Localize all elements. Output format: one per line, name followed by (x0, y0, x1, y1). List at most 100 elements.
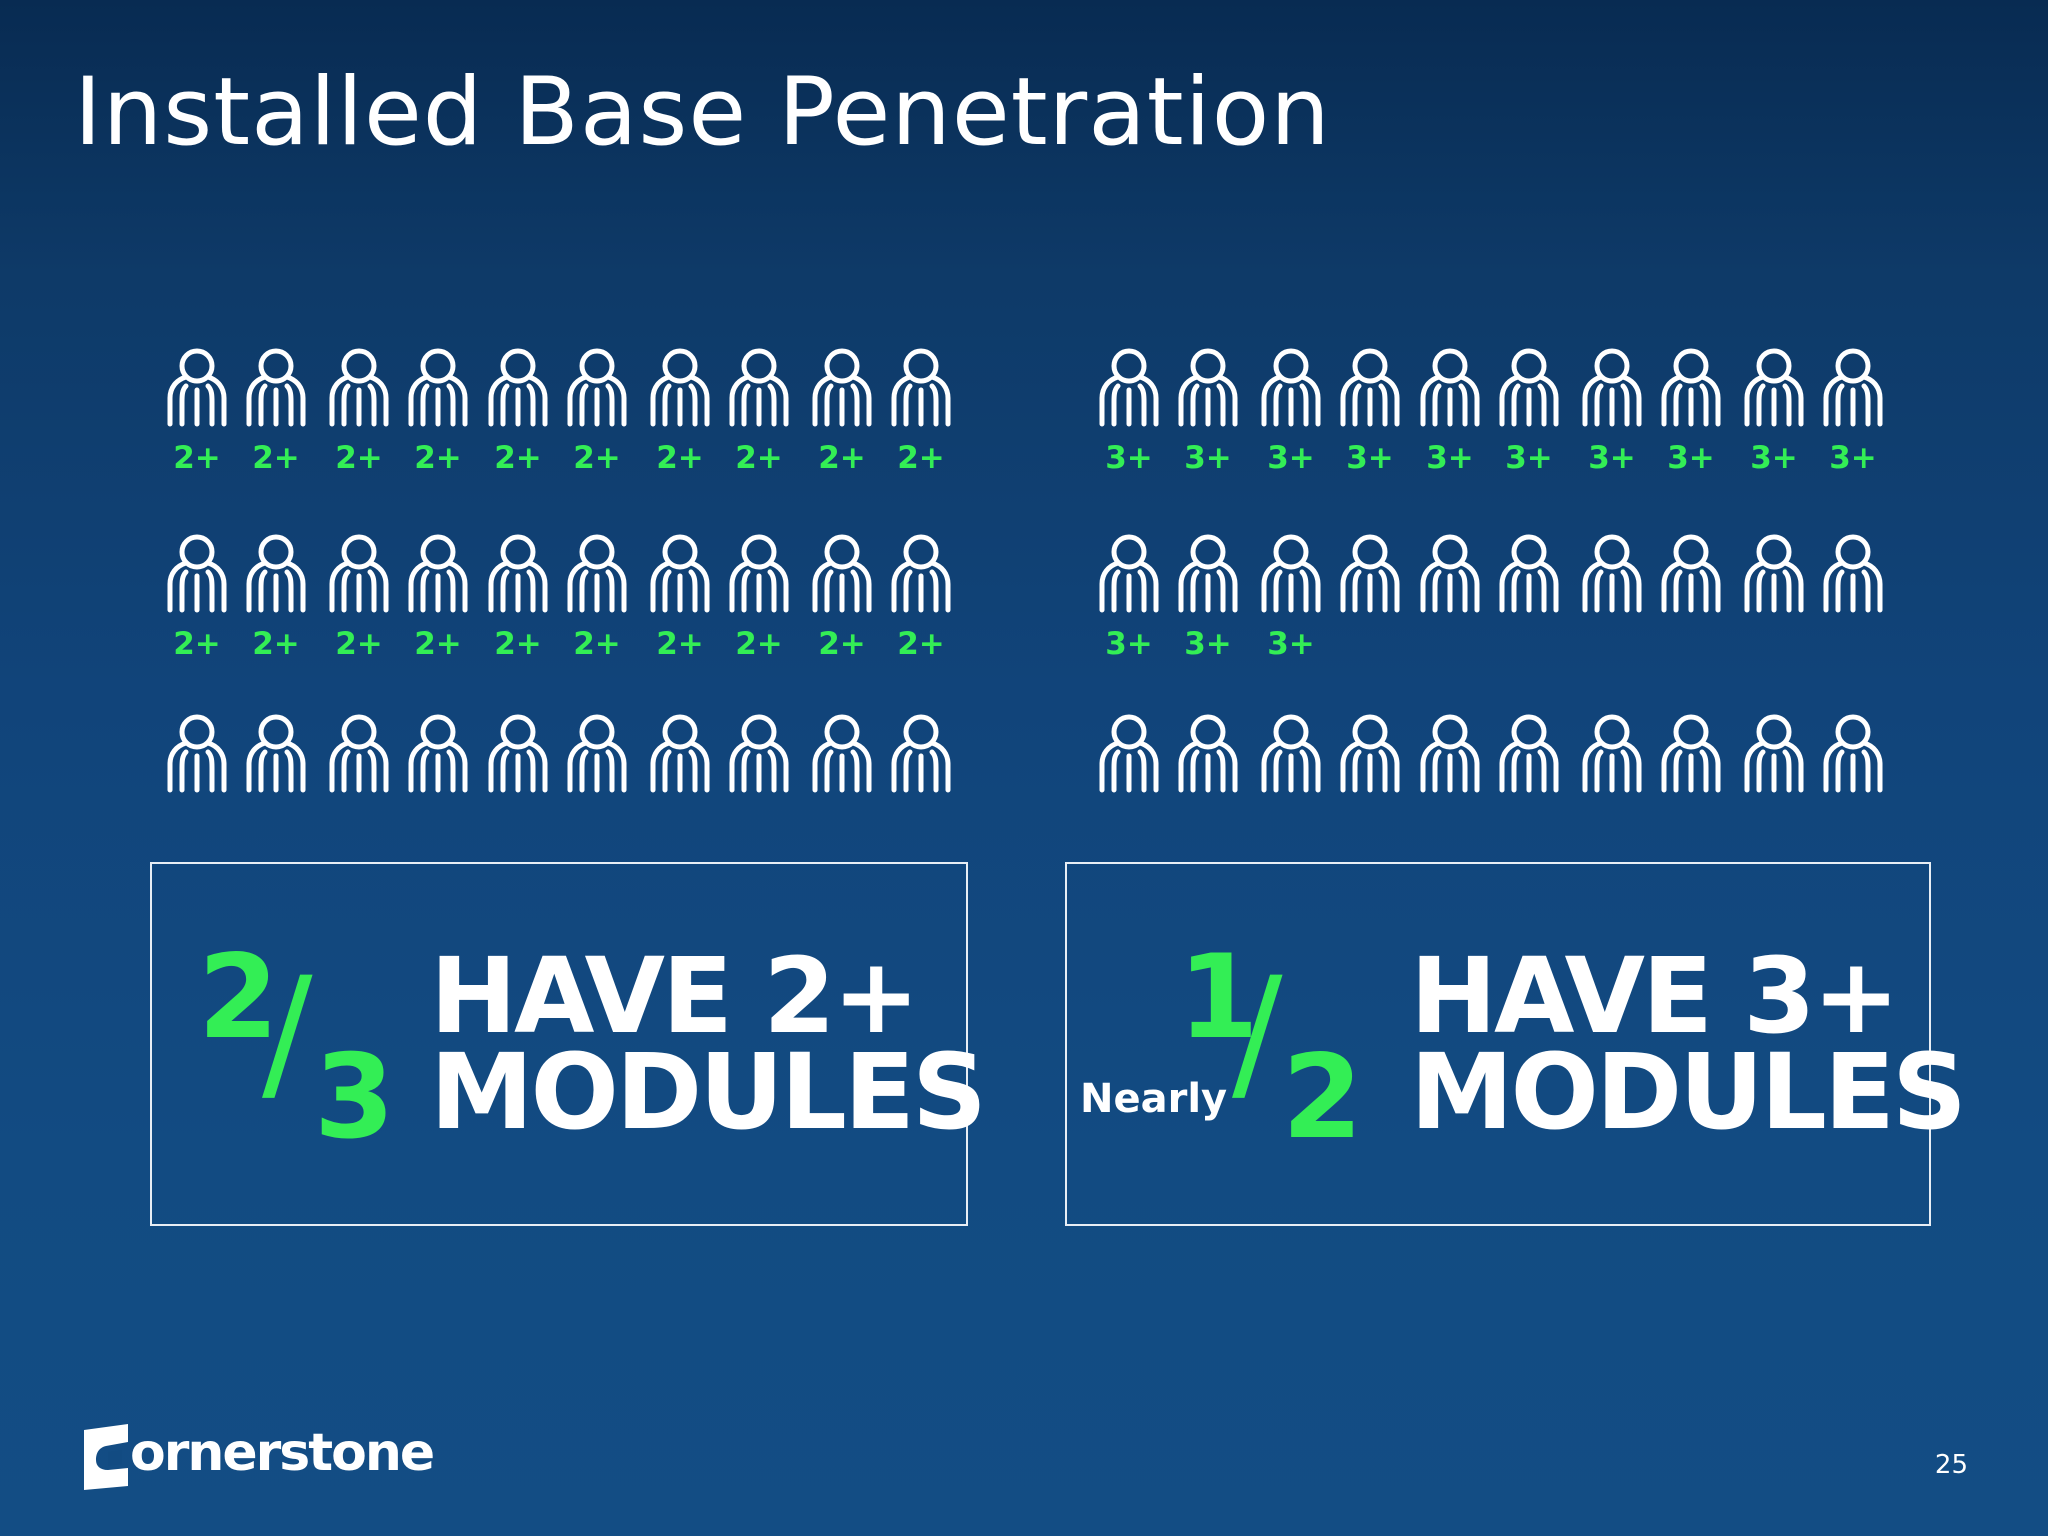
left-person-label: 2+ (897, 440, 945, 476)
person-icon (1258, 532, 1324, 614)
person-icon (1096, 532, 1162, 614)
person-icon (888, 532, 954, 614)
person-icon (564, 346, 630, 428)
right-person-label: 3+ (1750, 440, 1798, 476)
left-person-label: 2+ (656, 440, 704, 476)
person-icon (1741, 346, 1807, 428)
person-icon (1658, 712, 1724, 794)
right-person-label: 3+ (1267, 626, 1315, 662)
right-person-label: 3+ (1184, 440, 1232, 476)
person-icon (1579, 346, 1645, 428)
left-fraction-slash: / (262, 946, 313, 1120)
person-icon (1258, 346, 1324, 428)
person-icon (647, 346, 713, 428)
left-person-label: 2+ (252, 440, 300, 476)
person-icon (1175, 532, 1241, 614)
person-icon (1658, 532, 1724, 614)
person-icon (726, 712, 792, 794)
person-icon (485, 712, 551, 794)
person-icon (888, 346, 954, 428)
person-icon (1741, 532, 1807, 614)
person-icon (243, 346, 309, 428)
person-icon (1496, 712, 1562, 794)
person-icon (564, 712, 630, 794)
left-person-label: 2+ (173, 440, 221, 476)
person-icon (326, 346, 392, 428)
right-headline-line1: HAVE 3+ (1410, 935, 1900, 1057)
person-icon (647, 532, 713, 614)
person-icon (1337, 346, 1403, 428)
right-person-label: 3+ (1105, 626, 1153, 662)
cornerstone-logo-mark-icon (84, 1424, 128, 1490)
person-icon (1175, 712, 1241, 794)
person-icon (1096, 346, 1162, 428)
right-fraction-numerator: 1 (1178, 930, 1259, 1065)
person-icon (164, 346, 230, 428)
person-icon (243, 712, 309, 794)
left-person-label: 2+ (818, 626, 866, 662)
right-person-label: 3+ (1105, 440, 1153, 476)
person-icon (1820, 346, 1886, 428)
right-person-label: 3+ (1267, 440, 1315, 476)
person-icon (326, 712, 392, 794)
left-fraction-denominator: 3 (314, 1030, 395, 1165)
person-icon (1096, 712, 1162, 794)
person-icon (405, 532, 471, 614)
right-fraction-slash: / (1232, 946, 1283, 1120)
left-person-label: 2+ (735, 626, 783, 662)
right-person-label: 3+ (1346, 440, 1394, 476)
page-number: 25 (1934, 1450, 1968, 1480)
left-person-label: 2+ (414, 440, 462, 476)
logo-text: ornerstone (130, 1423, 435, 1483)
person-icon (1579, 712, 1645, 794)
left-person-label: 2+ (335, 440, 383, 476)
person-icon (485, 346, 551, 428)
person-icon (888, 712, 954, 794)
left-headline-line1: HAVE 2+ (430, 935, 920, 1057)
person-icon (1820, 712, 1886, 794)
left-person-label: 2+ (335, 626, 383, 662)
slide-title: Installed Base Penetration (74, 58, 1331, 167)
right-person-label: 3+ (1588, 440, 1636, 476)
person-icon (405, 346, 471, 428)
person-icon (1258, 712, 1324, 794)
person-icon (1658, 346, 1724, 428)
left-person-label: 2+ (573, 626, 621, 662)
person-icon (1337, 712, 1403, 794)
left-person-label: 2+ (735, 440, 783, 476)
left-person-label: 2+ (494, 626, 542, 662)
left-person-label: 2+ (656, 626, 704, 662)
person-icon (1337, 532, 1403, 614)
person-icon (726, 346, 792, 428)
right-person-label: 3+ (1505, 440, 1553, 476)
right-qualifier: Nearly (1080, 1076, 1228, 1122)
left-person-label: 2+ (494, 440, 542, 476)
person-icon (1741, 712, 1807, 794)
right-headline-line2: MODULES (1410, 1031, 1967, 1153)
left-person-label: 2+ (818, 440, 866, 476)
left-person-label: 2+ (573, 440, 621, 476)
person-icon (1175, 346, 1241, 428)
left-person-label: 2+ (173, 626, 221, 662)
person-icon (326, 532, 392, 614)
left-person-label: 2+ (414, 626, 462, 662)
left-person-label: 2+ (252, 626, 300, 662)
person-icon (485, 532, 551, 614)
person-icon (564, 532, 630, 614)
person-icon (1820, 532, 1886, 614)
person-icon (809, 532, 875, 614)
person-icon (647, 712, 713, 794)
left-summary-box (150, 862, 968, 1226)
left-headline-line2: MODULES (430, 1031, 987, 1153)
person-icon (1579, 532, 1645, 614)
person-icon (809, 346, 875, 428)
right-fraction-denominator: 2 (1282, 1030, 1363, 1165)
person-icon (1496, 532, 1562, 614)
person-icon (809, 712, 875, 794)
person-icon (164, 532, 230, 614)
right-person-label: 3+ (1667, 440, 1715, 476)
left-fraction-numerator: 2 (198, 930, 279, 1065)
person-icon (243, 532, 309, 614)
right-summary-box (1065, 862, 1931, 1226)
